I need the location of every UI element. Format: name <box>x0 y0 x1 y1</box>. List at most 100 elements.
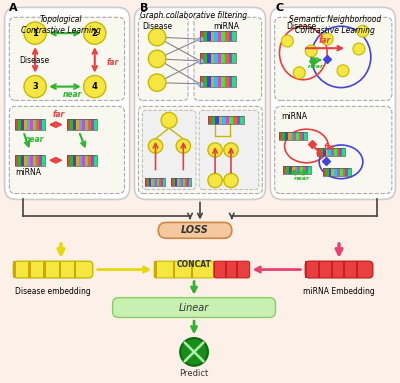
Bar <box>222 52 225 63</box>
Bar <box>304 132 307 140</box>
Bar <box>233 116 236 124</box>
Bar <box>280 132 307 140</box>
Bar <box>82 119 85 130</box>
Bar <box>76 155 79 166</box>
Text: Disease: Disease <box>142 22 172 31</box>
Bar <box>154 261 157 278</box>
Bar <box>94 155 97 166</box>
Bar <box>290 132 293 140</box>
Bar <box>67 155 70 166</box>
Bar <box>218 76 222 87</box>
Bar <box>212 116 215 124</box>
Bar <box>345 168 348 176</box>
FancyBboxPatch shape <box>138 17 188 100</box>
Bar <box>299 132 302 140</box>
FancyBboxPatch shape <box>113 298 276 318</box>
Bar <box>302 132 304 140</box>
Bar <box>13 261 16 278</box>
Bar <box>28 261 31 278</box>
Bar <box>340 148 342 156</box>
Bar <box>175 178 177 186</box>
FancyBboxPatch shape <box>9 17 124 100</box>
Text: miRNA: miRNA <box>15 168 41 177</box>
Circle shape <box>180 338 208 366</box>
Text: 1: 1 <box>32 29 38 38</box>
Bar <box>343 168 345 176</box>
Bar <box>73 155 76 166</box>
Bar <box>207 52 211 63</box>
Bar <box>320 148 323 156</box>
Bar <box>36 155 39 166</box>
Bar <box>163 178 165 186</box>
Text: B: B <box>140 3 148 13</box>
Bar <box>292 166 294 174</box>
Bar <box>185 178 187 186</box>
Text: Disease embedding: Disease embedding <box>15 287 91 296</box>
Bar <box>214 52 218 63</box>
Bar <box>39 119 42 130</box>
Bar <box>334 168 337 176</box>
Bar <box>15 155 18 166</box>
Bar <box>42 119 45 130</box>
Bar <box>229 76 232 87</box>
Bar <box>219 116 222 124</box>
Bar <box>306 166 308 174</box>
Text: near: near <box>308 64 324 69</box>
Bar <box>326 168 329 176</box>
Text: 3: 3 <box>32 82 38 91</box>
Bar <box>323 148 326 156</box>
Circle shape <box>208 143 222 157</box>
Bar <box>82 155 85 166</box>
Bar <box>39 155 42 166</box>
Text: Graph collaborative filtering: Graph collaborative filtering <box>140 11 248 20</box>
Circle shape <box>24 22 46 44</box>
Circle shape <box>148 74 166 92</box>
Text: miRNA: miRNA <box>282 111 308 121</box>
Bar <box>218 52 222 63</box>
Bar <box>285 132 288 140</box>
FancyBboxPatch shape <box>275 106 392 193</box>
Bar <box>280 132 282 140</box>
Bar <box>145 178 165 186</box>
Bar <box>173 178 175 186</box>
FancyBboxPatch shape <box>142 110 196 190</box>
Bar <box>30 155 33 166</box>
Bar <box>24 119 27 130</box>
Text: miRNA Embedding: miRNA Embedding <box>303 287 375 296</box>
Bar <box>187 178 189 186</box>
Bar <box>36 119 39 130</box>
Circle shape <box>148 28 166 46</box>
Bar <box>179 178 181 186</box>
Bar <box>79 155 82 166</box>
FancyBboxPatch shape <box>270 7 396 200</box>
Circle shape <box>84 22 106 44</box>
Circle shape <box>321 33 333 45</box>
Bar <box>191 261 193 278</box>
Text: far: far <box>319 36 331 45</box>
Text: 4: 4 <box>92 82 98 91</box>
FancyBboxPatch shape <box>9 106 124 193</box>
Text: far: far <box>324 143 336 152</box>
Bar <box>305 261 307 278</box>
Bar <box>181 178 183 186</box>
Bar <box>155 178 157 186</box>
Bar <box>323 168 326 176</box>
Text: Disease: Disease <box>19 56 49 65</box>
Bar <box>33 155 36 166</box>
FancyBboxPatch shape <box>214 261 250 278</box>
Bar <box>204 76 207 87</box>
Bar <box>323 168 351 176</box>
Bar <box>232 31 236 41</box>
Bar <box>356 261 358 278</box>
Bar <box>289 166 292 174</box>
Bar <box>44 261 46 278</box>
Bar <box>284 166 311 174</box>
Circle shape <box>337 65 349 77</box>
Bar <box>218 31 222 41</box>
Bar <box>334 148 337 156</box>
Bar <box>214 31 218 41</box>
Bar <box>204 52 207 63</box>
Bar <box>288 132 290 140</box>
FancyBboxPatch shape <box>138 106 262 193</box>
Bar <box>317 148 320 156</box>
